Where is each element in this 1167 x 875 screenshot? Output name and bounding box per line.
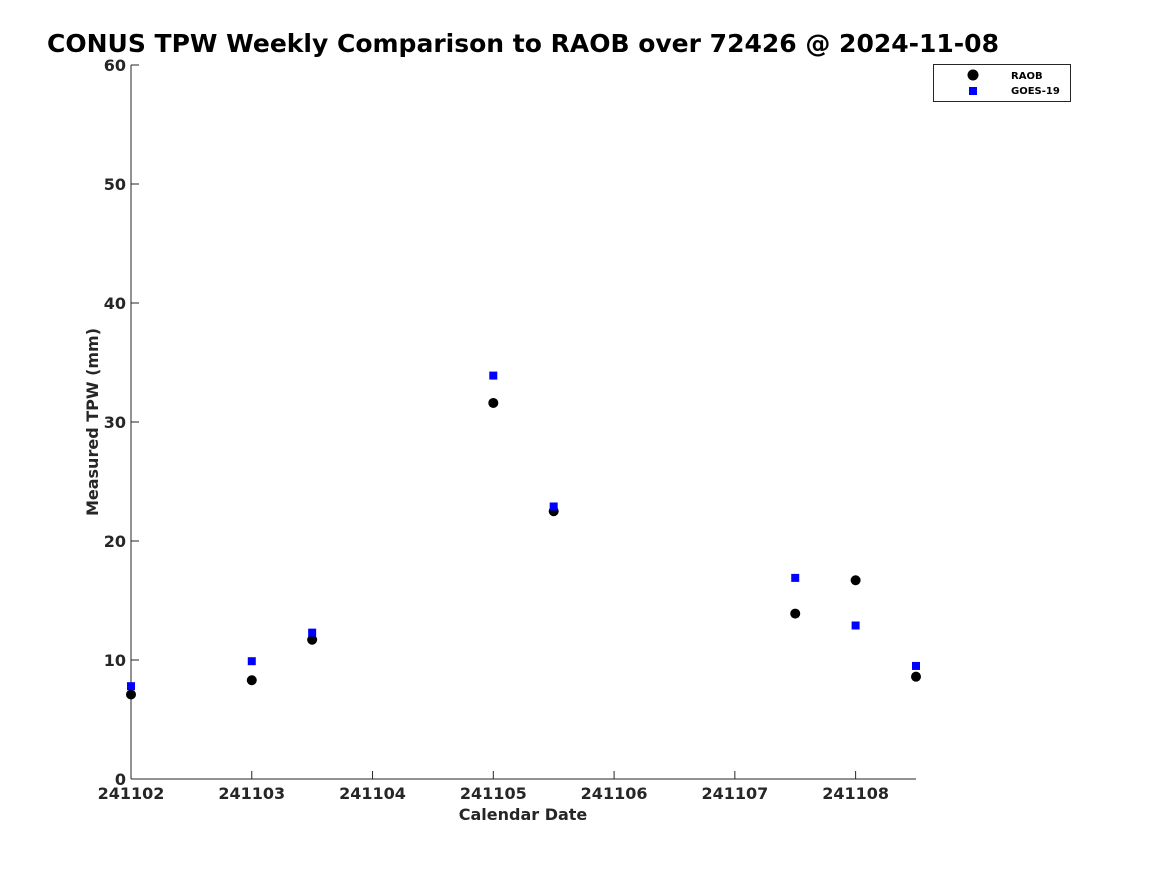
data-point-raob bbox=[790, 608, 801, 619]
data-point-goes19 bbox=[549, 502, 558, 511]
y-tick-label: 50 bbox=[104, 175, 126, 194]
y-tick-label: 40 bbox=[104, 294, 126, 313]
data-point-goes19 bbox=[791, 573, 800, 582]
legend-label-goes19: GOES-19 bbox=[1011, 86, 1060, 97]
legend-marker-goes19 bbox=[969, 87, 977, 95]
y-ticks: 0 10 20 30 40 50 60 bbox=[104, 56, 139, 789]
data-point-goes19 bbox=[127, 682, 135, 691]
chart-title: CONUS TPW Weekly Comparison to RAOB over… bbox=[47, 29, 999, 58]
legend: RAOB GOES-19 bbox=[933, 64, 1071, 102]
x-tick-label: 241108 bbox=[822, 784, 889, 803]
data-point-goes19 bbox=[851, 621, 860, 630]
x-tick-label: 241106 bbox=[581, 784, 648, 803]
data-point-raob bbox=[246, 675, 257, 686]
data-point-goes19 bbox=[247, 657, 256, 666]
data-points bbox=[126, 371, 921, 700]
data-point-raob bbox=[488, 397, 499, 408]
data-point-raob bbox=[911, 671, 921, 682]
y-tick-label: 0 bbox=[115, 770, 126, 789]
data-point-goes19 bbox=[489, 371, 498, 380]
x-axis-label: Calendar Date bbox=[459, 805, 588, 824]
x-tick-label: 241103 bbox=[218, 784, 285, 803]
data-point-goes19 bbox=[912, 661, 920, 670]
legend-label-raob: RAOB bbox=[1011, 71, 1043, 82]
x-tick-label: 241102 bbox=[98, 784, 165, 803]
x-tick-label: 241104 bbox=[339, 784, 406, 803]
x-tick-label: 241107 bbox=[701, 784, 768, 803]
y-tick-label: 60 bbox=[104, 56, 126, 75]
y-tick-label: 30 bbox=[104, 413, 126, 432]
y-tick-label: 10 bbox=[104, 651, 126, 670]
legend-marker-raob bbox=[967, 69, 979, 81]
data-point-raob bbox=[850, 575, 861, 586]
data-point-raob bbox=[126, 689, 136, 700]
data-point-goes19 bbox=[308, 628, 317, 637]
y-axis-label: Measured TPW (mm) bbox=[83, 328, 102, 516]
x-ticks: 241102 241103 241104 241105 241106 241107 2411… bbox=[98, 771, 889, 803]
data-point-raob bbox=[307, 634, 318, 645]
x-tick-label: 241105 bbox=[460, 784, 527, 803]
legend-box bbox=[933, 64, 1071, 102]
y-tick-label: 20 bbox=[104, 532, 126, 551]
